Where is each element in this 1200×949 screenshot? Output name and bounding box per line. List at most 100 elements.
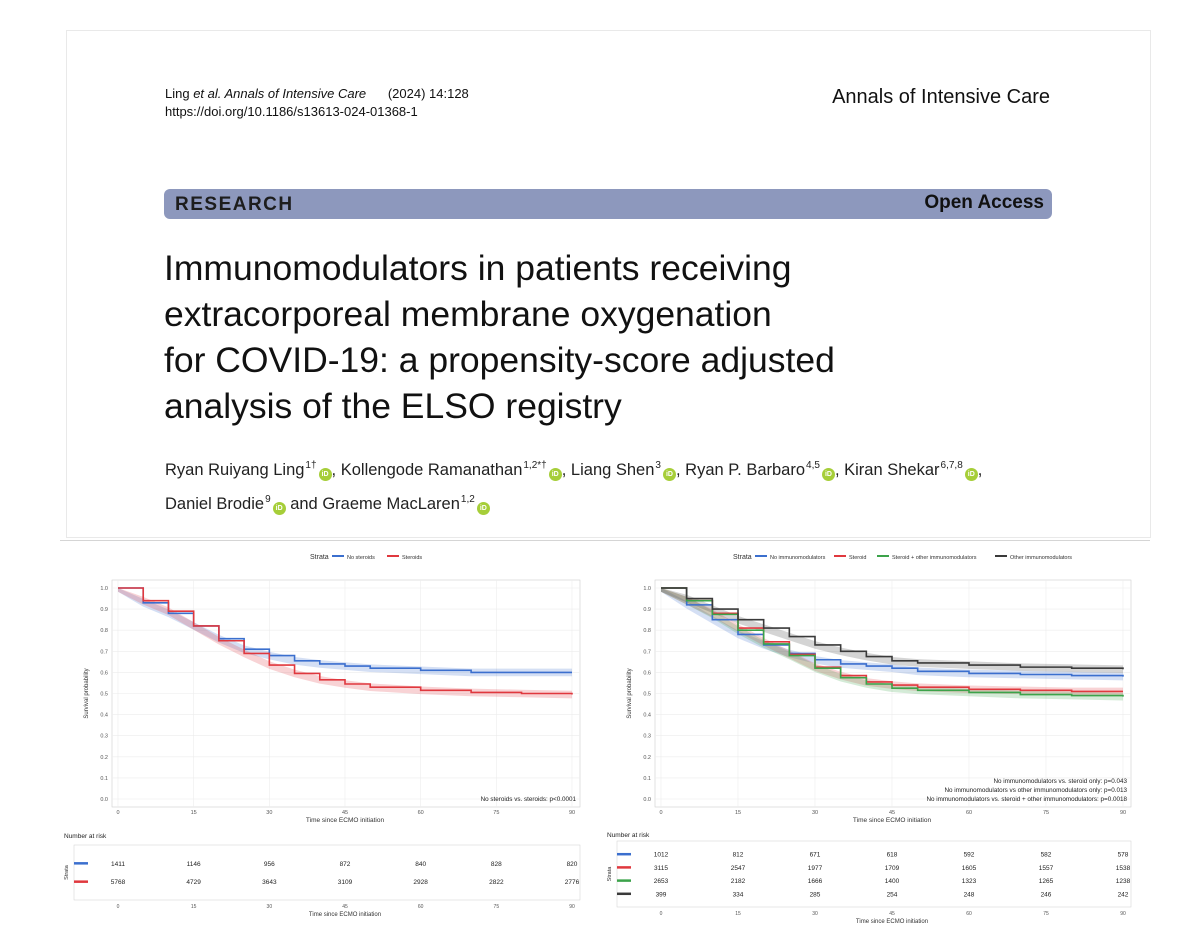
author[interactable]: Kollengode Ramanathan1,2*†iD, — [341, 460, 567, 481]
risk-table-value: 592 — [964, 852, 975, 859]
y-tick-label: 0.8 — [643, 628, 651, 634]
x-tick-label: 60 — [418, 810, 424, 816]
risk-x-tick-label: 90 — [1120, 911, 1126, 917]
legend-label: Steroids — [402, 555, 422, 561]
km-chart-steroids: Strata No steroids Steroids 0 15 30 45 60 75 90 0.… — [64, 554, 581, 918]
y-tick-label: 0.5 — [100, 692, 108, 698]
author[interactable]: Ryan Ruiyang Ling1†iD, — [165, 460, 337, 481]
risk-table-value: 5768 — [111, 879, 126, 886]
risk-table-value: 1538 — [1116, 865, 1131, 872]
risk-table-value: 334 — [733, 891, 744, 898]
author[interactable]: Daniel Brodie9iD and — [165, 494, 318, 515]
y-tick-label: 0.3 — [100, 734, 108, 740]
x-tick-label: 30 — [266, 810, 272, 816]
citation-line: Ling et al. Annals of Intensive Care (20… — [165, 85, 469, 103]
risk-table-panel — [616, 840, 1132, 908]
x-axis-label: Time since ECMO initiation — [853, 817, 932, 824]
author[interactable]: Kiran Shekar6,7,8iD, — [844, 460, 983, 481]
risk-table-value: 248 — [964, 891, 975, 898]
author-name: Ryan Ruiyang Ling — [165, 461, 305, 479]
legend-label: Steroid + other immunomodulators — [892, 555, 977, 561]
y-tick-label: 1.0 — [643, 586, 651, 592]
y-tick-label: 0.4 — [100, 713, 108, 719]
author-line: Ryan Ruiyang Ling1†iD, Kollengode Ramana… — [165, 451, 1065, 485]
risk-table-title: Number at risk — [64, 833, 107, 840]
orcid-icon[interactable]: iD — [964, 468, 978, 481]
y-tick-label: 0.2 — [100, 755, 108, 761]
author-name: Kiran Shekar — [844, 461, 940, 479]
risk-x-tick-label: 30 — [812, 911, 818, 917]
author[interactable]: Ryan P. Barbaro4,5iD, — [685, 460, 840, 481]
risk-x-tick-label: 0 — [117, 904, 120, 910]
y-tick-label: 1.0 — [100, 586, 108, 592]
doi-link[interactable]: https://doi.org/10.1186/s13613-024-01368… — [165, 104, 418, 119]
risk-table-value: 1238 — [1116, 878, 1131, 885]
risk-table-value: 840 — [415, 861, 426, 868]
risk-x-tick-label: 75 — [494, 904, 500, 910]
risk-table-value: 254 — [887, 891, 898, 898]
author-separator: , — [331, 461, 337, 479]
x-tick-label: 0 — [116, 810, 119, 816]
km-chart-immunomodulators: Strata No immunomodulators Steroid Steroid … — [607, 554, 1132, 925]
risk-table-value: 4729 — [186, 879, 201, 886]
author[interactable]: Liang Shen3iD, — [570, 460, 681, 481]
author-separator: , — [561, 461, 567, 479]
author-affiliation: 6,7,8 — [940, 460, 963, 471]
open-access-label: Open Access — [924, 192, 1044, 213]
risk-table-value: 1666 — [808, 878, 823, 885]
orcid-icon[interactable]: iD — [662, 468, 676, 481]
figure-divider — [60, 540, 1150, 541]
risk-table-value: 285 — [810, 891, 821, 898]
risk-table-title: Number at risk — [607, 832, 650, 839]
y-axis-label: Survival probability — [627, 668, 633, 718]
orcid-icon[interactable]: iD — [318, 468, 332, 481]
p-value-annotation: No immunomodulators vs other immunomodul… — [944, 787, 1127, 794]
article-type-banner: RESEARCH Open Access — [164, 189, 1052, 219]
risk-table-value: 2822 — [489, 879, 504, 886]
y-tick-label: 0.1 — [643, 776, 651, 782]
orcid-icon[interactable]: iD — [821, 468, 835, 481]
p-value-annotation: No steroids vs. steroids: p<0.0001 — [481, 796, 577, 803]
author-affiliation: 1† — [305, 460, 317, 471]
risk-table-value: 872 — [340, 861, 351, 868]
legend-label: Other immunomodulators — [1010, 555, 1072, 561]
y-tick-label: 0.7 — [100, 649, 108, 655]
risk-table-axis-label: Strata — [607, 866, 613, 882]
risk-table-value: 1400 — [885, 878, 900, 885]
y-tick-label: 0.2 — [643, 755, 651, 761]
citation-journal: et al. Annals of Intensive Care — [193, 86, 367, 101]
y-tick-label: 0.8 — [100, 628, 108, 634]
author[interactable]: Graeme MacLaren1,2iD — [322, 494, 490, 515]
legend-title: Strata — [733, 554, 752, 561]
author-name: Liang Shen — [570, 461, 655, 479]
x-tick-label: 90 — [1120, 810, 1126, 816]
y-tick-label: 0.5 — [643, 692, 651, 698]
y-tick-label: 0.1 — [100, 776, 108, 782]
risk-table-value: 2182 — [731, 878, 746, 885]
citation-block: Ling et al. Annals of Intensive Care (20… — [165, 85, 469, 121]
orcid-icon[interactable]: iD — [476, 502, 490, 515]
risk-table-value: 578 — [1118, 852, 1129, 859]
risk-table-value: 1146 — [187, 861, 201, 868]
author-separator: , — [977, 461, 983, 479]
orcid-icon[interactable]: iD — [548, 468, 562, 481]
risk-x-tick-label: 45 — [342, 904, 348, 910]
risk-table-value: 246 — [1041, 891, 1052, 898]
x-tick-label: 45 — [342, 810, 348, 816]
article-header-card — [66, 30, 1151, 538]
risk-x-tick-label: 15 — [191, 904, 197, 910]
risk-x-axis-label: Time since ECMO initiation — [309, 912, 381, 918]
risk-table-value: 1265 — [1039, 878, 1054, 885]
risk-x-tick-label: 0 — [660, 911, 663, 917]
author-affiliation: 4,5 — [806, 460, 820, 471]
risk-table-value: 828 — [491, 861, 502, 868]
orcid-icon[interactable]: iD — [272, 502, 286, 515]
risk-table-value: 399 — [656, 891, 667, 898]
author-affiliation: 1,2*† — [523, 460, 547, 471]
risk-x-tick-label: 30 — [267, 904, 273, 910]
risk-table-value: 2547 — [731, 865, 746, 872]
risk-table-value: 1557 — [1039, 865, 1054, 872]
author-separator: , — [675, 461, 681, 479]
article-type-label: RESEARCH — [175, 194, 294, 215]
author-separator: , — [834, 461, 840, 479]
